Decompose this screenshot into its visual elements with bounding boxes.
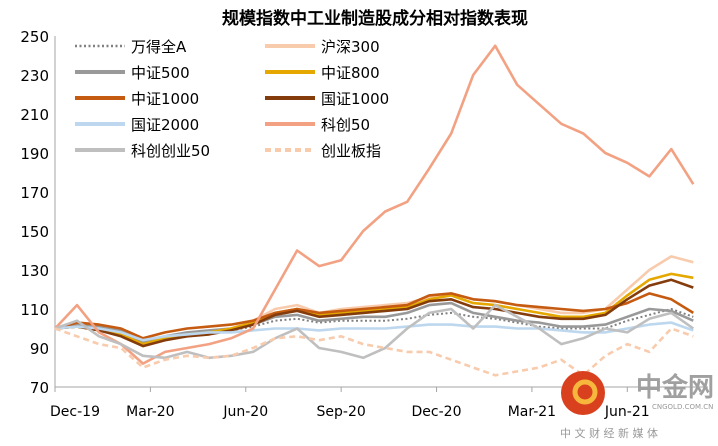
y-tick-label: 70 xyxy=(30,379,49,397)
series-line-中证800 xyxy=(54,272,694,346)
x-tick-label: Jun-21 xyxy=(604,404,650,420)
legend-label: 国证1000 xyxy=(321,90,389,108)
legend-label: 科创50 xyxy=(321,116,370,134)
y-tick-label: 130 xyxy=(20,262,49,280)
y-tick-label: 250 xyxy=(20,28,49,46)
y-tick-label: 150 xyxy=(20,223,49,241)
y-axis: 70 90 110 130 150 170 190 210 230 250 xyxy=(20,28,56,397)
y-tick-label: 110 xyxy=(20,301,49,319)
chart-title: 规模指数中工业制造股成分相对指数表现 xyxy=(222,8,528,29)
y-tick-label: 190 xyxy=(20,145,49,163)
logo-swirl-icon xyxy=(572,379,598,405)
legend-label: 沪深300 xyxy=(321,38,380,56)
series-line-科创创业50 xyxy=(54,303,695,360)
watermark-domain: CNGOLD.COM.CN xyxy=(652,403,713,411)
legend-label: 国证2000 xyxy=(131,116,199,134)
legend-label: 中证1000 xyxy=(131,90,199,108)
logo-circle-icon xyxy=(561,371,605,415)
legend-label: 中证800 xyxy=(321,64,380,82)
x-tick-label: Dec-20 xyxy=(412,404,462,420)
x-tick-label: Mar-20 xyxy=(126,404,174,420)
series-line-国证1000 xyxy=(54,278,694,348)
legend-label: 中证500 xyxy=(131,64,190,82)
x-axis: Dec-19 Mar-20 Jun-20 Sep-20 Dec-20 Mar-21 Jun-… xyxy=(50,386,708,420)
x-tick-label: Dec-19 xyxy=(50,404,100,420)
series-line-科创50 xyxy=(54,44,695,365)
watermark-brand: 中金网 xyxy=(636,372,714,403)
watermark-logo: 中金网 CNGOLD.COM.CN 中 文 财 经 新 媒 体 xyxy=(560,371,714,440)
legend-label: 科创创业50 xyxy=(131,142,210,160)
y-tick-label: 230 xyxy=(20,67,49,85)
legend-label: 万得全A xyxy=(131,38,187,56)
x-tick-label: Sep-20 xyxy=(317,404,366,420)
series-group xyxy=(54,44,695,377)
legend-label: 创业板指 xyxy=(321,142,381,160)
y-tick-label: 170 xyxy=(20,184,49,202)
y-tick-label: 90 xyxy=(30,340,49,358)
watermark-slogan: 中 文 财 经 新 媒 体 xyxy=(560,426,658,440)
y-tick-label: 210 xyxy=(20,106,49,124)
series-line-中证1000 xyxy=(54,292,694,340)
x-tick-label: Mar-21 xyxy=(508,404,556,420)
x-tick-label: Jun-20 xyxy=(222,404,268,420)
legend: 万得全A 沪深300 中证500 中证800 中证1000 国证1000 国证2000 科创5… xyxy=(75,38,389,160)
series-line-国证2000 xyxy=(54,321,694,342)
